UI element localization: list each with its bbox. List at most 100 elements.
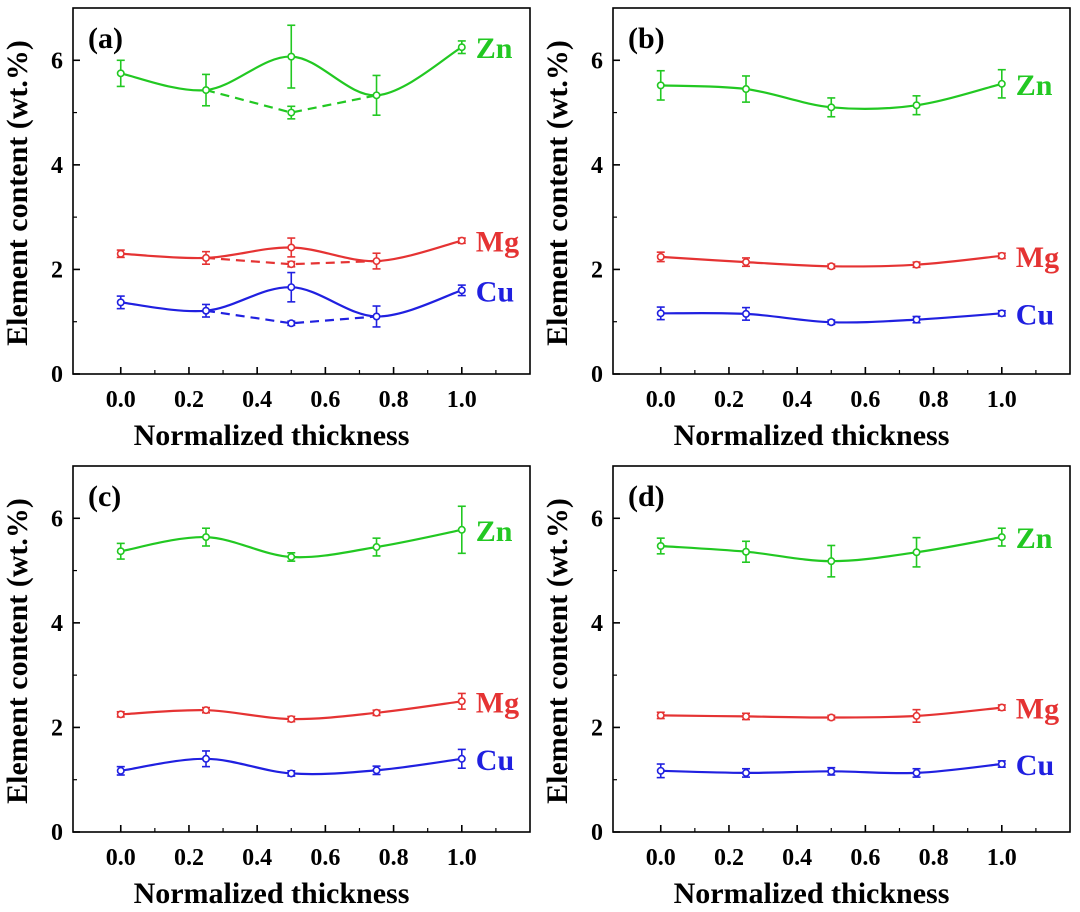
data-point <box>457 697 466 706</box>
panel-label: (a) <box>88 22 123 55</box>
data-point <box>457 43 466 52</box>
data-point <box>287 283 296 292</box>
panel-b: 0 2 4 6 0.0 0.2 0.4 0.6 0.8 1.0 Normalized thickne… <box>541 7 1071 452</box>
series-mg: Mg <box>656 241 1059 274</box>
x-tick-label: 0.4 <box>782 387 812 413</box>
data-point <box>997 533 1006 542</box>
data-point <box>287 52 296 61</box>
x-tick-label: 0.6 <box>310 387 340 413</box>
series-mg: Mg <box>116 686 519 724</box>
data-point <box>912 548 921 557</box>
series-zn: Zn <box>656 69 1053 118</box>
y-tick-label: 6 <box>51 48 63 74</box>
y-tick-label: 4 <box>51 153 63 179</box>
x-axis-title: Normalized thickness <box>134 877 410 910</box>
data-point <box>372 91 381 100</box>
data-point <box>287 769 296 778</box>
data-point <box>997 79 1006 88</box>
x-tick-label: 0.8 <box>919 845 949 871</box>
series-label-cu: Cu <box>476 744 514 777</box>
y-tick-label: 6 <box>591 48 603 74</box>
x-tick-label: 0.0 <box>106 845 136 871</box>
x-tick-label: 0.0 <box>106 387 136 413</box>
series-mg: Mg <box>116 226 519 270</box>
data-point <box>912 768 921 777</box>
x-tick-label: 1.0 <box>447 387 477 413</box>
series-label-zn: Zn <box>1016 522 1053 555</box>
data-point <box>742 712 751 721</box>
x-axis-title: Normalized thickness <box>674 419 950 452</box>
data-point-dashed <box>287 319 296 328</box>
data-point <box>997 760 1006 769</box>
series-cu: Cu <box>116 271 514 328</box>
y-tick-label: 0 <box>51 362 63 388</box>
y-tick-label: 2 <box>591 715 603 741</box>
series-label-zn: Zn <box>1016 69 1053 102</box>
series-dashed-line-cu <box>205 309 377 325</box>
y-tick-label: 4 <box>591 611 603 637</box>
data-point <box>116 710 125 719</box>
data-point <box>912 315 921 324</box>
y-tick-label: 0 <box>51 820 63 846</box>
y-tick-label: 0 <box>591 820 603 846</box>
data-point <box>287 243 296 252</box>
x-tick-label: 0.8 <box>379 845 409 871</box>
y-tick-label: 2 <box>51 715 63 741</box>
x-tick-label: 0.2 <box>174 387 204 413</box>
series-dashed-line-mg <box>205 256 377 266</box>
x-tick-label: 1.0 <box>987 387 1017 413</box>
data-point <box>116 69 125 78</box>
data-point <box>656 541 665 550</box>
series-label-mg: Mg <box>1016 693 1059 726</box>
y-tick-label: 6 <box>591 506 603 532</box>
data-point <box>372 708 381 717</box>
data-point <box>997 251 1006 260</box>
series-label-cu: Cu <box>1016 749 1054 782</box>
y-tick-label: 6 <box>51 506 63 532</box>
x-axis-title: Normalized thickness <box>134 419 410 452</box>
y-axis-title: Element content (wt.%) <box>1 498 34 804</box>
series-label-cu: Cu <box>1016 298 1054 331</box>
x-axis-title: Normalized thickness <box>674 877 950 910</box>
plot-frame <box>612 7 1071 375</box>
data-point <box>202 86 211 95</box>
data-point <box>656 309 665 318</box>
panel-a: 0 2 4 6 0.0 0.2 0.4 0.6 0.8 1.0 Normalized thickne… <box>1 7 531 452</box>
data-point <box>202 253 211 262</box>
series-label-zn: Zn <box>476 32 513 65</box>
data-point <box>116 298 125 307</box>
x-tick-label: 1.0 <box>987 845 1017 871</box>
data-point <box>827 103 836 112</box>
data-point <box>457 754 466 763</box>
data-point <box>116 249 125 258</box>
x-tick-label: 0.2 <box>174 845 204 871</box>
series-zn: Zn <box>656 522 1053 578</box>
data-point <box>287 552 296 561</box>
data-point <box>827 318 836 327</box>
data-point <box>372 312 381 321</box>
data-point <box>742 85 751 94</box>
y-tick-label: 2 <box>591 257 603 283</box>
data-point <box>656 766 665 775</box>
data-point <box>656 252 665 261</box>
data-point <box>912 711 921 720</box>
plot-frame <box>72 465 531 833</box>
y-axis-title: Element content (wt.%) <box>541 40 574 346</box>
panel-label: (c) <box>88 480 121 513</box>
data-point <box>912 101 921 110</box>
data-point <box>997 309 1006 318</box>
y-tick-label: 2 <box>51 257 63 283</box>
data-point <box>202 706 211 715</box>
y-axis-title: Element content (wt.%) <box>1 40 34 346</box>
data-point <box>116 547 125 556</box>
y-axis-title: Element content (wt.%) <box>541 498 574 804</box>
x-tick-label: 0.6 <box>850 845 880 871</box>
data-point <box>827 713 836 722</box>
data-point <box>827 557 836 566</box>
data-point <box>457 525 466 534</box>
x-tick-label: 0.8 <box>379 387 409 413</box>
series-label-zn: Zn <box>476 515 513 548</box>
x-tick-label: 0.0 <box>646 845 676 871</box>
x-tick-label: 0.0 <box>646 387 676 413</box>
